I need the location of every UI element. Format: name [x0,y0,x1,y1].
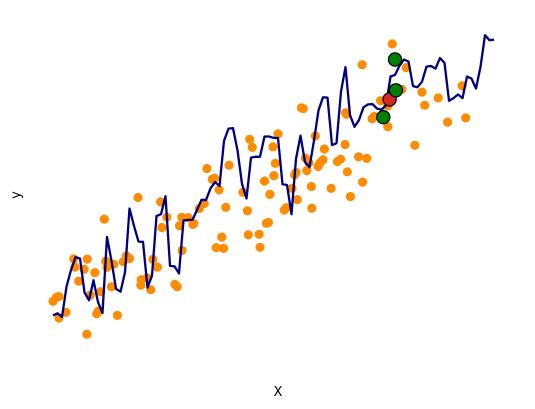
scatter-point [443,117,453,127]
scatter-point [306,181,316,192]
scatter-point [433,93,443,103]
scatter-point [189,219,199,229]
scatter-point [243,230,253,240]
scatter-point [362,153,372,163]
scatter-point [420,100,430,110]
scatter-point [259,176,270,186]
scatter-point [342,167,352,177]
highlight-point-green [376,109,391,125]
scatter-point [268,142,278,152]
scatter-point [106,282,117,292]
scatter-point [326,183,336,193]
scatter-point [345,191,355,202]
scatter-point [383,122,393,132]
scatter-point [202,163,212,174]
scatter-point [254,229,264,239]
scatter-point [270,158,280,168]
scatter-point [281,203,291,213]
scatter-point [387,39,397,49]
scatter-point [358,177,368,187]
scatter-point [340,139,350,150]
scatter-point [99,214,109,224]
scatter-point [302,166,312,176]
scatter-point [133,192,143,203]
scatter-point [307,203,317,213]
highlight-point-green [388,83,404,98]
scatter-point [298,104,308,114]
scatter-point [318,155,328,165]
scatter-point [82,329,92,339]
scatter-point [292,195,302,205]
scatter-point [319,144,329,154]
x-axis-label: X [274,385,283,400]
scatter-series [48,39,471,339]
scatter-point [245,134,255,144]
scatter-point [255,242,265,252]
scatter-point [357,60,367,70]
scatter-point [336,154,346,164]
highlight-points [376,52,404,125]
scatter-point [54,292,64,302]
scatter-point [247,142,257,152]
highlight-point-green [387,52,403,67]
scatter-point [242,206,252,216]
scatter-point [112,310,122,320]
scatter-point [224,160,234,170]
scatter-point [90,268,100,278]
scatter-point [269,171,279,181]
scatter-point [172,282,182,292]
scatter-point [217,232,227,242]
scatter-point [214,185,224,195]
y-axis-label: y [9,191,24,199]
scatter-point [152,262,162,272]
scatter-point [265,189,275,199]
scatter-point [74,276,84,286]
scatter-point [410,140,420,150]
scatter-point [157,222,167,233]
scatter-point [273,129,283,139]
scatter-point [461,113,471,123]
scatter-point [263,217,274,228]
line-series [52,34,495,319]
scatter-point [82,254,92,264]
scatter-point [219,243,229,253]
scatter-point [211,243,221,253]
scatter-point [209,173,220,183]
prediction-line [52,34,495,319]
scatter-point [354,152,364,162]
scatter-point [417,87,427,97]
scatter-point [221,202,231,212]
